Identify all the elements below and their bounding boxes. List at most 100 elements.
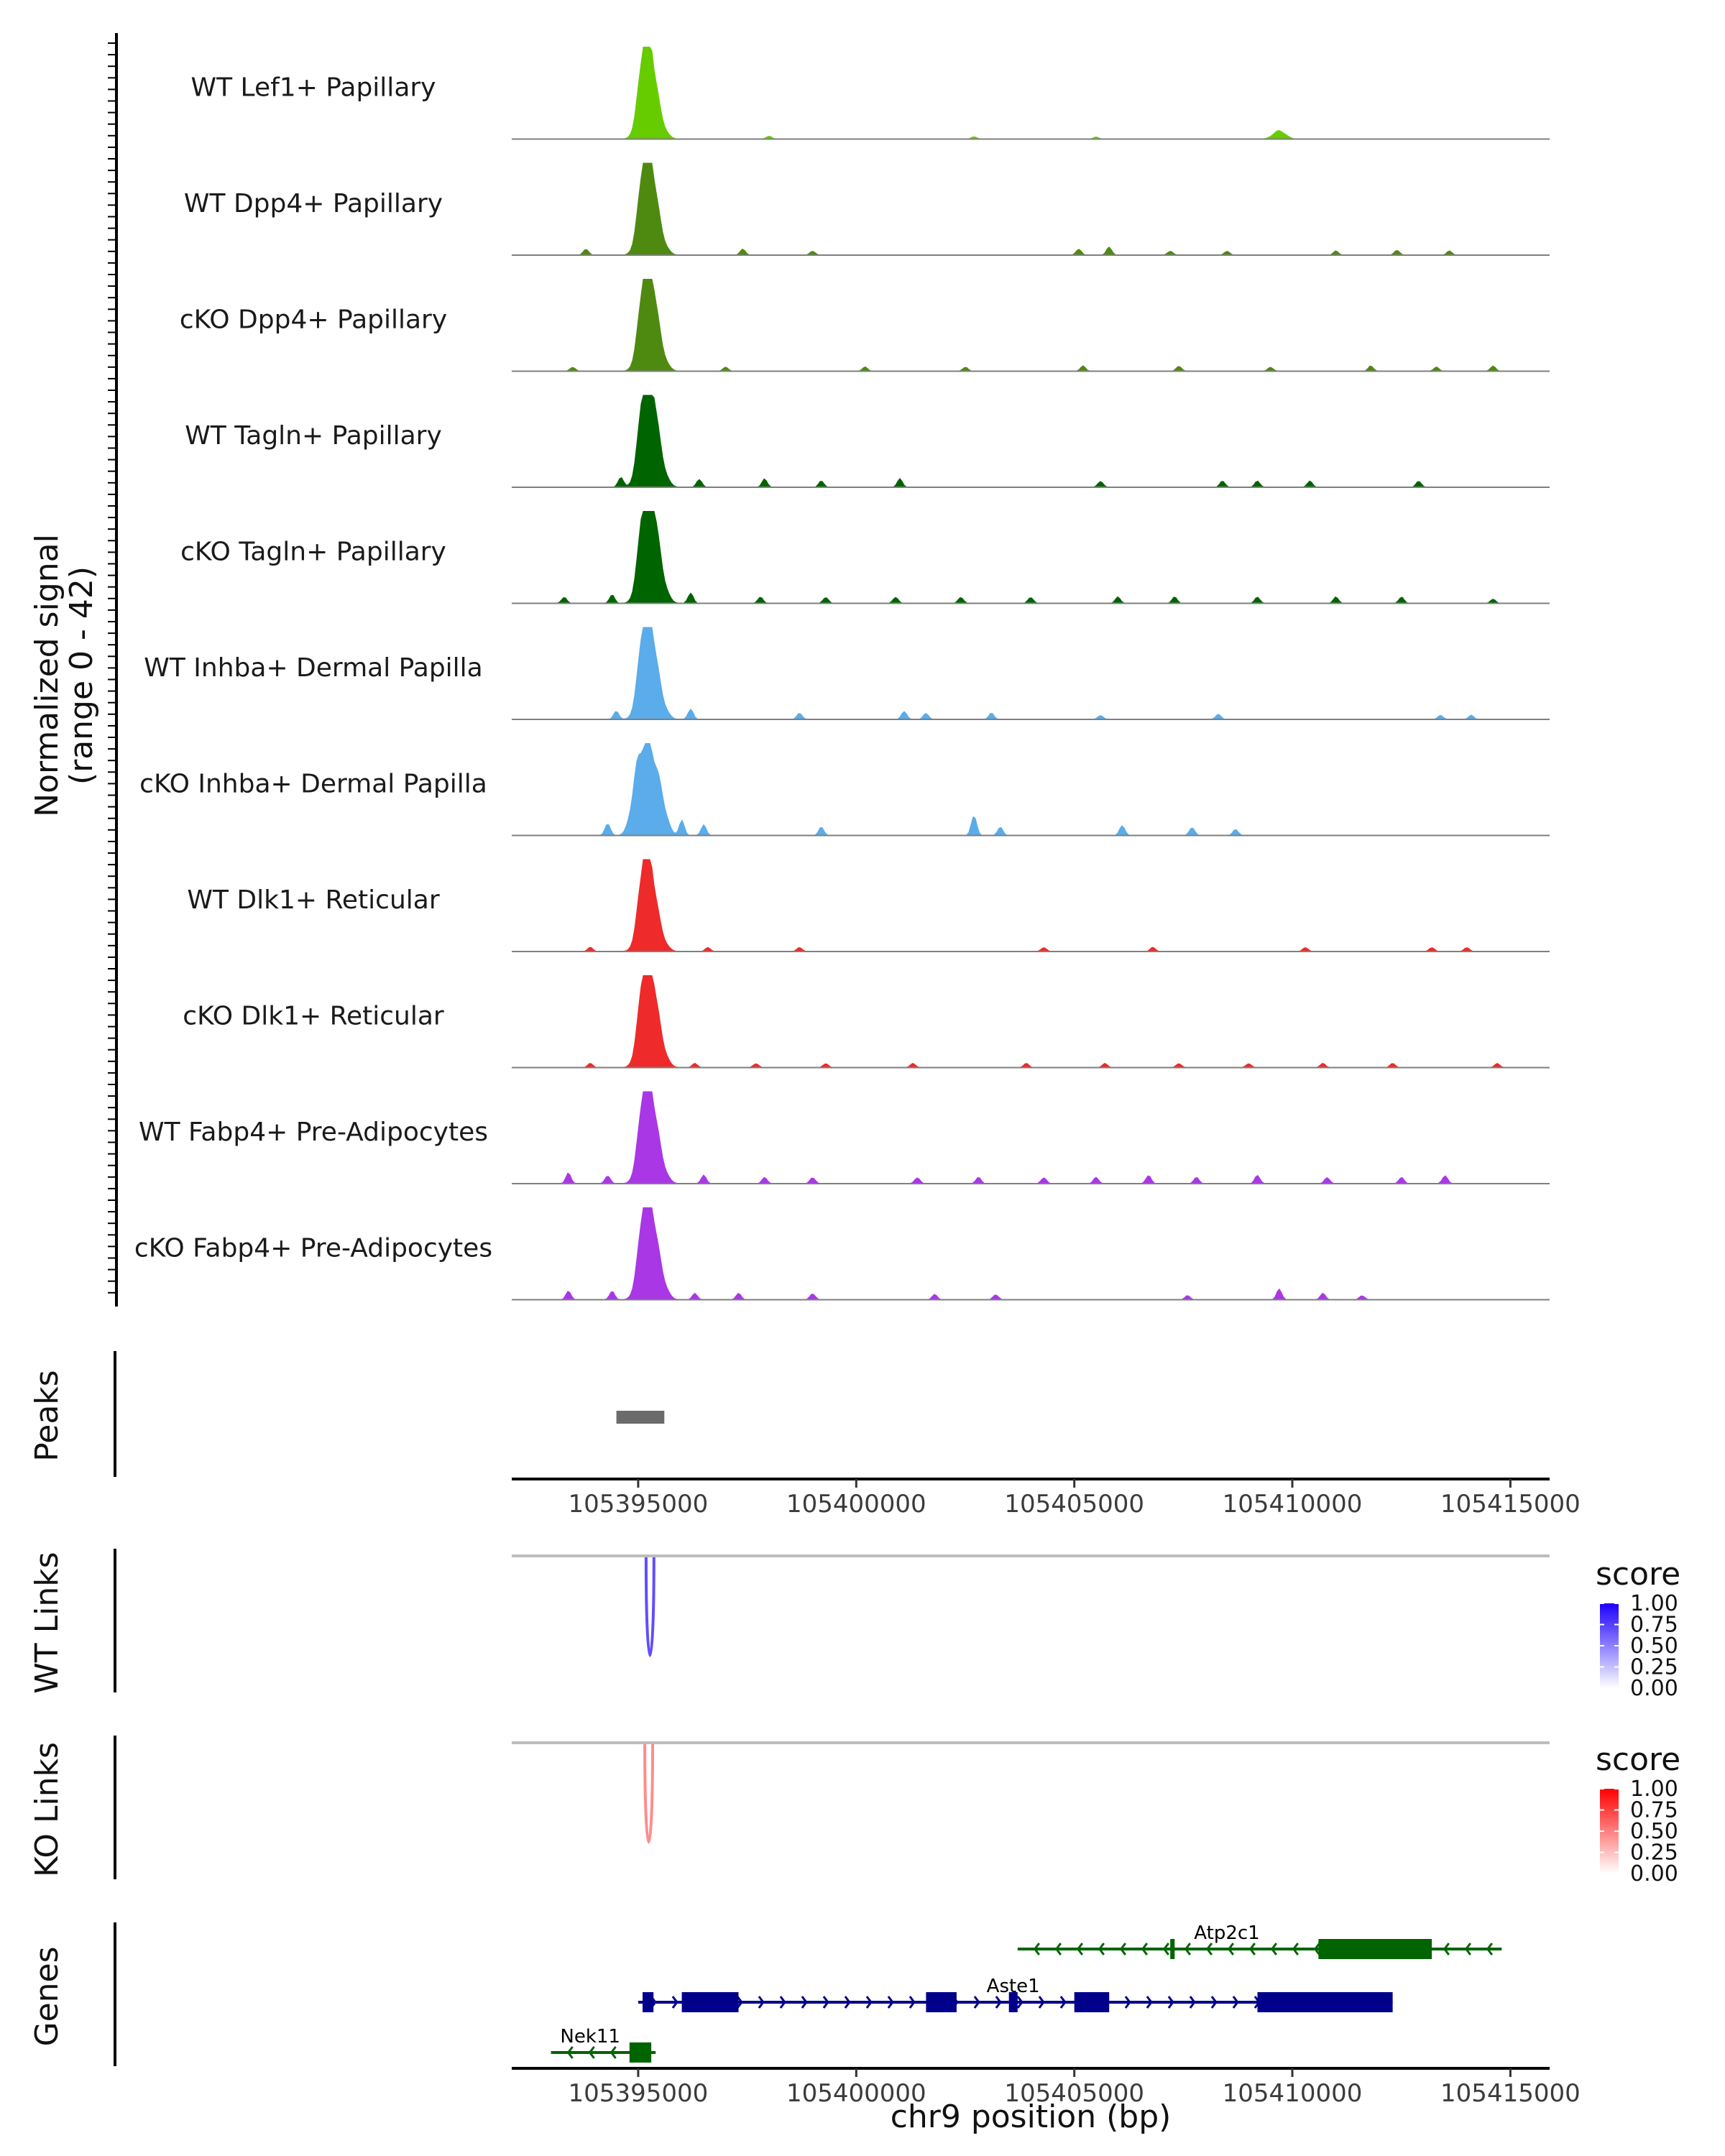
strand-arrow xyxy=(995,1996,1002,2009)
gene-atp2c1: Atp2c1 xyxy=(1017,1922,1502,1959)
legend-title: score xyxy=(1596,1556,1680,1593)
strand-arrow xyxy=(566,2046,574,2059)
track-label: cKO Inhba+ Dermal Papilla xyxy=(139,770,487,799)
coverage-y-axis xyxy=(108,33,118,1307)
track-cko-dpp4-papillary: cKO Dpp4+ Papillary xyxy=(180,279,1550,372)
wt-links-track-label: WT Links xyxy=(29,1552,65,1693)
x-axis-bottom: 105395000 105400000 105405000 105410000 1054… xyxy=(512,2067,1581,2108)
coverage-ylabel-line2: (range 0 - 42) xyxy=(63,566,100,785)
legend-tick-label: 0.75 xyxy=(1630,1798,1678,1823)
legend-tick-label: 0.50 xyxy=(1630,1634,1678,1659)
peaks-track-label: Peaks xyxy=(29,1370,65,1461)
x-tick-label: 105405000 xyxy=(1004,2079,1144,2108)
strand-arrow xyxy=(1313,1943,1320,1955)
x-tick-label: 105415000 xyxy=(1440,2079,1581,2108)
gene-exon xyxy=(629,2042,652,2063)
gene-label: Nek11 xyxy=(560,2026,620,2047)
link-arc xyxy=(643,1743,654,1844)
strand-arrow xyxy=(1189,1996,1196,2009)
track-label: cKO Dlk1+ Reticular xyxy=(183,1002,444,1031)
strand-arrow xyxy=(1098,1943,1105,1955)
ko-links xyxy=(643,1743,654,1844)
track-wt-dlk1-reticular: WT Dlk1+ Reticular xyxy=(187,859,1550,952)
strand-arrow xyxy=(887,1996,894,2009)
genes-track-label: Genes xyxy=(29,1946,65,2046)
strand-arrow xyxy=(1486,1943,1493,1955)
gene-exon xyxy=(1008,1992,1018,2012)
peaks-regions xyxy=(616,1411,665,1424)
track-label: WT Tagln+ Papillary xyxy=(185,421,442,451)
track-wt-fabp4-pre-adipocytes: WT Fabp4+ Pre-Adipocytes xyxy=(139,1091,1550,1184)
gene-exon xyxy=(1257,1992,1393,2012)
strand-arrow xyxy=(1162,1943,1169,1955)
track-label: WT Lef1+ Papillary xyxy=(191,73,436,103)
track-cko-fabp4-pre-adipocytes: cKO Fabp4+ Pre-Adipocytes xyxy=(134,1207,1550,1301)
legend-tick-label: 1.00 xyxy=(1630,1777,1678,1802)
x-axis-top: 105395000 105400000 105405000 105410000 1054… xyxy=(512,1478,1581,1519)
x-tick-label: 105400000 xyxy=(786,2079,926,2108)
gene-label: Atp2c1 xyxy=(1194,1922,1259,1944)
x-tick-label: 105415000 xyxy=(1440,1490,1581,1519)
strand-arrow xyxy=(844,1996,851,2009)
gene-aste1: Aste1 xyxy=(638,1976,1393,2012)
strand-arrow xyxy=(1033,1943,1040,1955)
x-axis-title: chr9 position (bp) xyxy=(891,2099,1172,2135)
strand-arrow xyxy=(610,2046,617,2059)
legend-tick-label: 1.00 xyxy=(1630,1591,1678,1616)
gene-exon xyxy=(926,1992,957,2012)
strand-arrow xyxy=(908,1996,916,2009)
gene-nek11: Nek11 xyxy=(551,2026,656,2063)
wt-links xyxy=(644,1557,656,1657)
strand-arrow xyxy=(1232,1996,1239,2009)
link-arc xyxy=(644,1557,656,1657)
strand-arrow xyxy=(1124,1996,1131,2009)
legend-tick-label: 0.75 xyxy=(1630,1613,1678,1638)
gene-exon xyxy=(681,1992,739,2012)
strand-arrow xyxy=(822,1996,829,2009)
strand-arrow xyxy=(1443,1943,1450,1955)
gene-label: Aste1 xyxy=(987,1976,1040,1997)
legend-title: score xyxy=(1596,1741,1680,1778)
x-tick-label: 105400000 xyxy=(786,1490,926,1519)
strand-arrow xyxy=(1146,1996,1153,2009)
strand-arrow xyxy=(1184,1943,1191,1955)
x-tick-label: 105410000 xyxy=(1223,1490,1363,1519)
track-cko-tagln-papillary: cKO Tagln+ Papillary xyxy=(180,511,1550,604)
strand-arrow xyxy=(1210,1996,1218,2009)
track-label: cKO Fabp4+ Pre-Adipocytes xyxy=(134,1234,492,1263)
track-wt-inhba-dermal-papilla: WT Inhba+ Dermal Papilla xyxy=(144,627,1550,720)
peak-region xyxy=(616,1411,665,1424)
strand-arrow xyxy=(1464,1943,1471,1955)
strand-arrow xyxy=(758,1996,765,2009)
strand-arrow xyxy=(1248,1943,1256,1955)
track-label: cKO Tagln+ Papillary xyxy=(180,538,446,567)
coverage-tracks: WT Lef1+ Papillary WT Dpp4+ Papillary cKO … xyxy=(134,47,1550,1301)
strand-arrow xyxy=(1227,1943,1234,1955)
legend-tick-label: 0.00 xyxy=(1630,1676,1678,1701)
track-label: WT Dpp4+ Papillary xyxy=(184,189,443,218)
legend-tick-label: 0.50 xyxy=(1630,1819,1678,1844)
gene-exon xyxy=(643,1992,654,2012)
strand-arrow xyxy=(1141,1943,1148,1955)
strand-arrow xyxy=(1038,1996,1045,2009)
gene-exon xyxy=(1318,1939,1432,1959)
track-label: WT Inhba+ Dermal Papilla xyxy=(144,653,482,683)
strand-arrow xyxy=(973,1996,980,2009)
ko-links-track-label: KO Links xyxy=(29,1742,65,1877)
strand-arrow xyxy=(1270,1943,1277,1955)
track-label: WT Fabp4+ Pre-Adipocytes xyxy=(139,1118,488,1147)
legend-tick-label: 0.25 xyxy=(1630,1841,1678,1866)
strand-arrow xyxy=(1059,1996,1067,2009)
strand-arrow xyxy=(1076,1943,1083,1955)
gene-exon xyxy=(1074,1992,1110,2012)
strand-arrow xyxy=(588,2046,595,2059)
track-cko-inhba-dermal-papilla: cKO Inhba+ Dermal Papilla xyxy=(139,743,1550,837)
x-tick-label: 105410000 xyxy=(1223,2079,1363,2108)
strand-arrow xyxy=(1016,1996,1024,2009)
gene-exon xyxy=(1170,1939,1175,1959)
gene-models: Atp2c1 Aste1 Nek11 xyxy=(551,1922,1502,2063)
strand-arrow xyxy=(1205,1943,1213,1955)
